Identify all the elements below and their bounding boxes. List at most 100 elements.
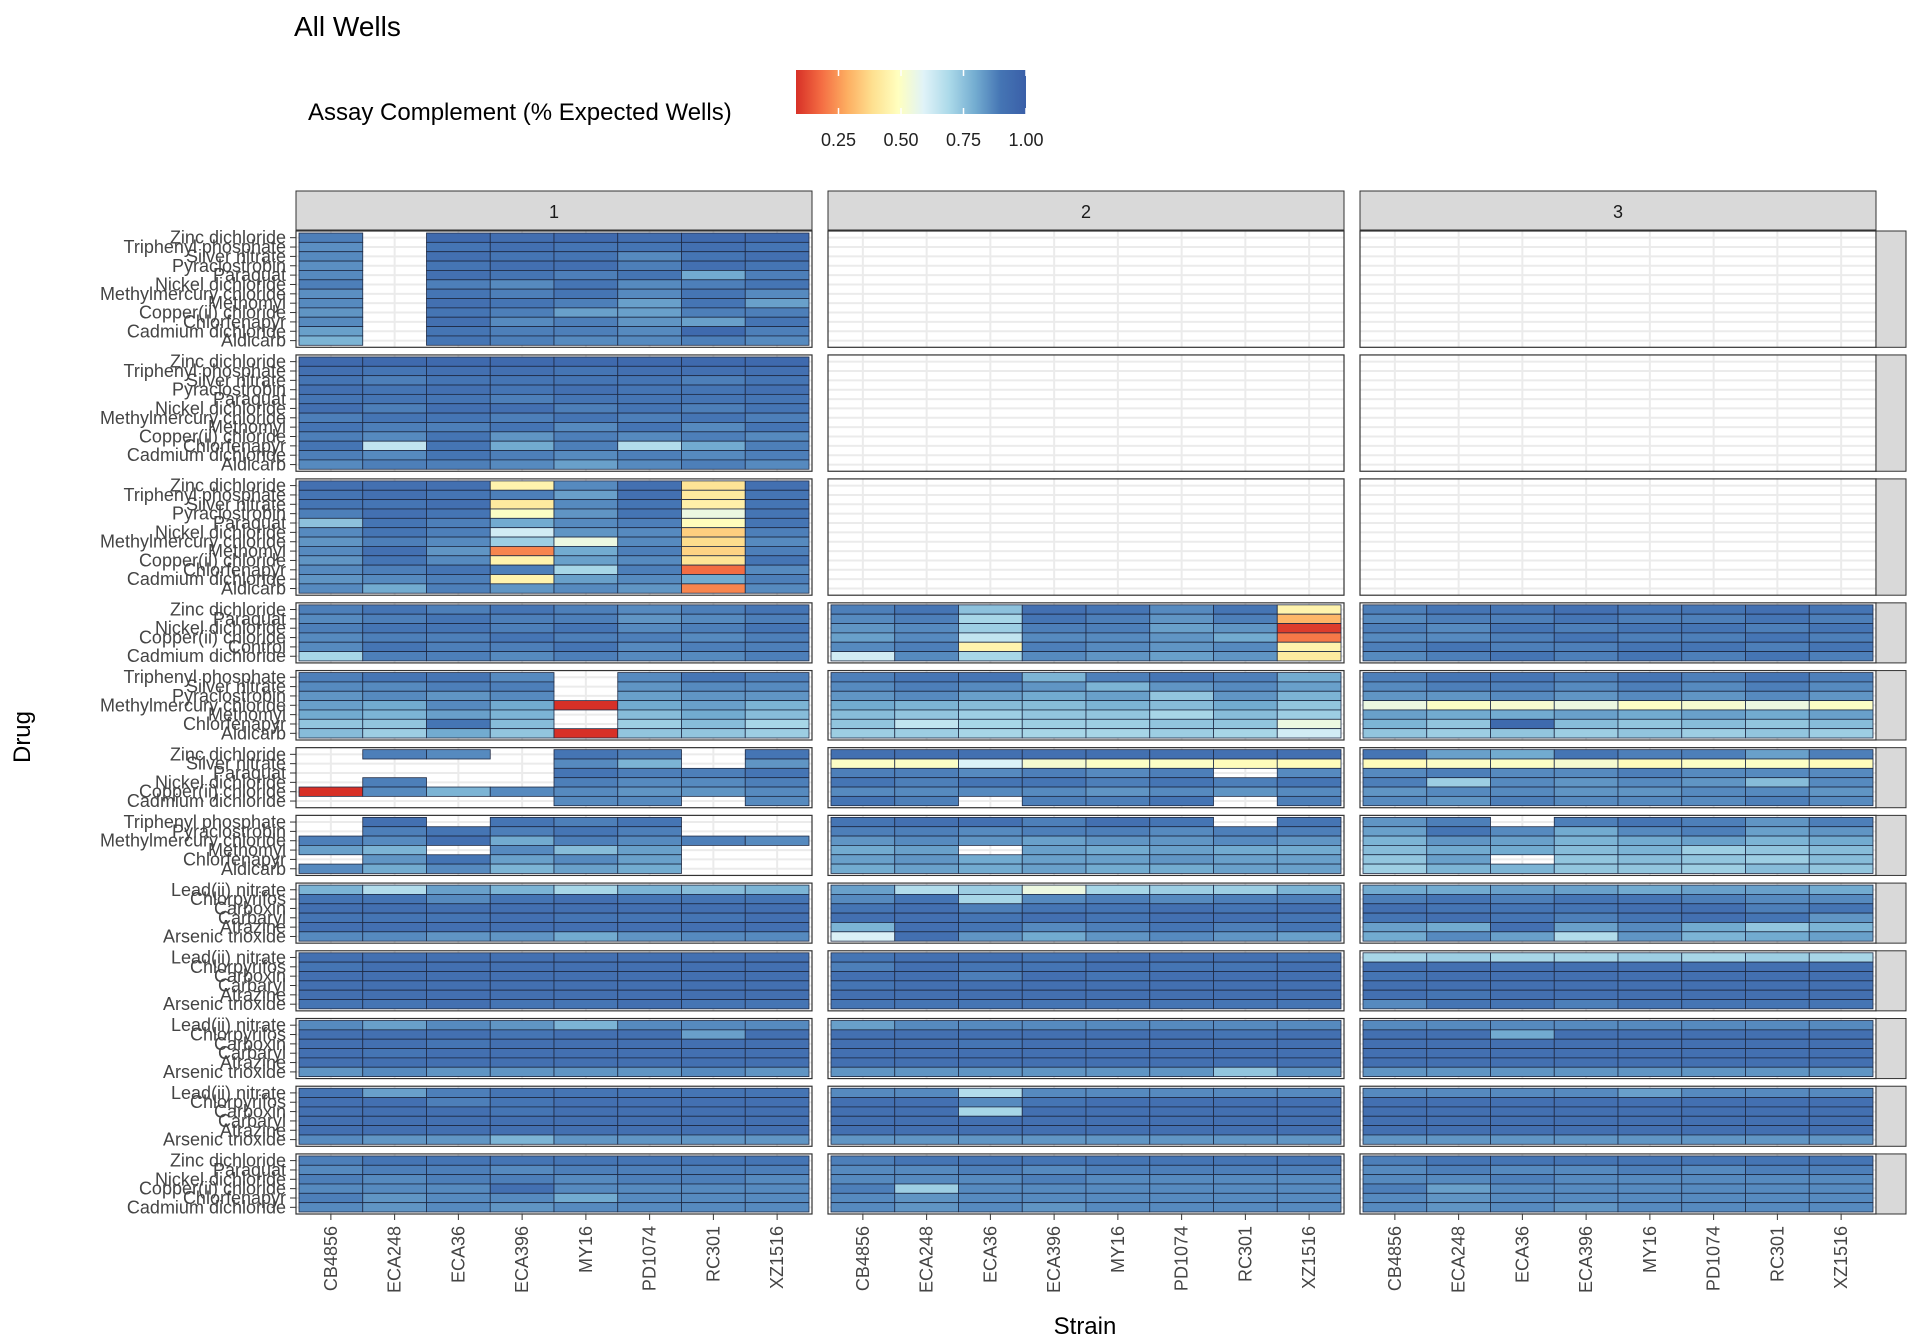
heatmap-cell [1213, 786, 1278, 797]
y-tick-label: Arsenic trioxide [163, 994, 286, 1014]
heatmap-cell [744, 989, 810, 1000]
heatmap-cell [298, 1029, 364, 1040]
heatmap-cell [1362, 816, 1428, 828]
heatmap-cell [617, 1106, 682, 1117]
heatmap-cell [1808, 1192, 1874, 1204]
heatmap-cell [1808, 844, 1874, 856]
heatmap-cell [298, 459, 364, 470]
heatmap-cell [1617, 863, 1683, 874]
heatmap-cell [426, 499, 491, 510]
heatmap-cell [362, 1174, 427, 1185]
heatmap-cell [744, 1057, 810, 1068]
heatmap-cell [1681, 749, 1746, 760]
heatmap-cell [1681, 767, 1746, 779]
heatmap-cell [681, 980, 746, 991]
heatmap-cell [617, 403, 682, 414]
heatmap-cell [426, 1134, 491, 1145]
heatmap-cell [298, 1057, 364, 1068]
heatmap-cell [1021, 1038, 1087, 1049]
heatmap-cell [1021, 1087, 1087, 1098]
heatmap-cell [1745, 672, 1810, 683]
heatmap-cell [1681, 971, 1746, 982]
heatmap-cell [362, 527, 427, 538]
heatmap-cell [1808, 894, 1874, 905]
heatmap-cell [426, 431, 491, 442]
y-tick-label: Pyraclostrobin [172, 504, 286, 524]
row-strip: toxin18A [1875, 1018, 1907, 1080]
heatmap-cell [1149, 826, 1214, 837]
heatmap-cell [1085, 1202, 1151, 1213]
heatmap-cell [894, 1155, 959, 1166]
heatmap-cell [553, 816, 619, 828]
heatmap-cell [744, 1174, 810, 1185]
heatmap-cell [489, 681, 555, 692]
heatmap-cell [362, 835, 427, 846]
heatmap-cell [1808, 952, 1874, 963]
panel-background [1360, 231, 1876, 348]
heatmap-panel [1359, 354, 1877, 472]
heatmap-cell [1681, 672, 1746, 683]
heatmap-cell [553, 1183, 619, 1194]
heatmap-cell [426, 365, 491, 377]
heatmap-cell [426, 989, 491, 1000]
heatmap-cell [489, 356, 555, 367]
heatmap-cell [1553, 777, 1619, 788]
heatmap-cell [1213, 1164, 1278, 1176]
y-tick-label: Paraquat [213, 265, 286, 285]
heatmap-cell [1276, 922, 1342, 933]
heatmap-cell [489, 450, 555, 461]
heatmap-cell [489, 1106, 555, 1117]
heatmap-cell [553, 795, 619, 807]
heatmap-panel [295, 1085, 813, 1147]
heatmap-cell [830, 749, 896, 760]
heatmap-cell [1745, 728, 1810, 739]
heatmap-cell [958, 1155, 1023, 1166]
heatmap-cell [617, 335, 682, 346]
heatmap-cell [830, 700, 896, 711]
heatmap-cell [1021, 681, 1087, 692]
heatmap-cell [830, 1038, 896, 1049]
heatmap-cell [1149, 777, 1214, 788]
heatmap-cell [830, 1134, 896, 1145]
heatmap-cell [681, 459, 746, 470]
heatmap-cell [1808, 903, 1874, 914]
x-tick-label: ECA396 [1044, 1226, 1064, 1293]
heatmap-cell [1276, 971, 1342, 982]
heatmap-cell [1808, 1106, 1874, 1117]
x-tick-label: PD1074 [1172, 1226, 1192, 1291]
heatmap-cell [1276, 1125, 1342, 1136]
heatmap-panel [1359, 478, 1877, 596]
heatmap-cell [489, 384, 555, 395]
heatmap-cell [362, 1192, 427, 1204]
y-tick-label: Carboxin [214, 898, 286, 918]
heatmap-cell [1808, 1202, 1874, 1213]
heatmap-cell [681, 508, 746, 519]
heatmap-cell [830, 709, 896, 720]
heatmap-cell [1149, 1164, 1214, 1176]
heatmap-cell [1276, 816, 1342, 828]
heatmap-cell [1362, 690, 1428, 702]
heatmap-cell [553, 260, 619, 271]
heatmap-cell [1362, 999, 1428, 1010]
heatmap-cell [617, 307, 682, 318]
heatmap-cell [1149, 884, 1214, 895]
heatmap-cell [1362, 1164, 1428, 1176]
heatmap-cell [1021, 651, 1087, 662]
heatmap-cell [1426, 604, 1491, 615]
heatmap-cell [744, 1125, 810, 1136]
heatmap-cell [617, 375, 682, 386]
legend-tick-label: 1.00 [1008, 130, 1043, 150]
heatmap-cell [1617, 912, 1683, 923]
heatmap-cell [958, 903, 1023, 914]
heatmap-cell [298, 326, 364, 337]
heatmap-cell [1490, 700, 1555, 711]
heatmap-cell [553, 1174, 619, 1185]
heatmap-cell [298, 270, 364, 281]
heatmap-cell [298, 440, 364, 451]
heatmap-cell [1021, 767, 1087, 779]
heatmap-cell [1362, 835, 1428, 846]
heatmap-cell [1021, 816, 1087, 828]
heatmap-cell [489, 1134, 555, 1145]
